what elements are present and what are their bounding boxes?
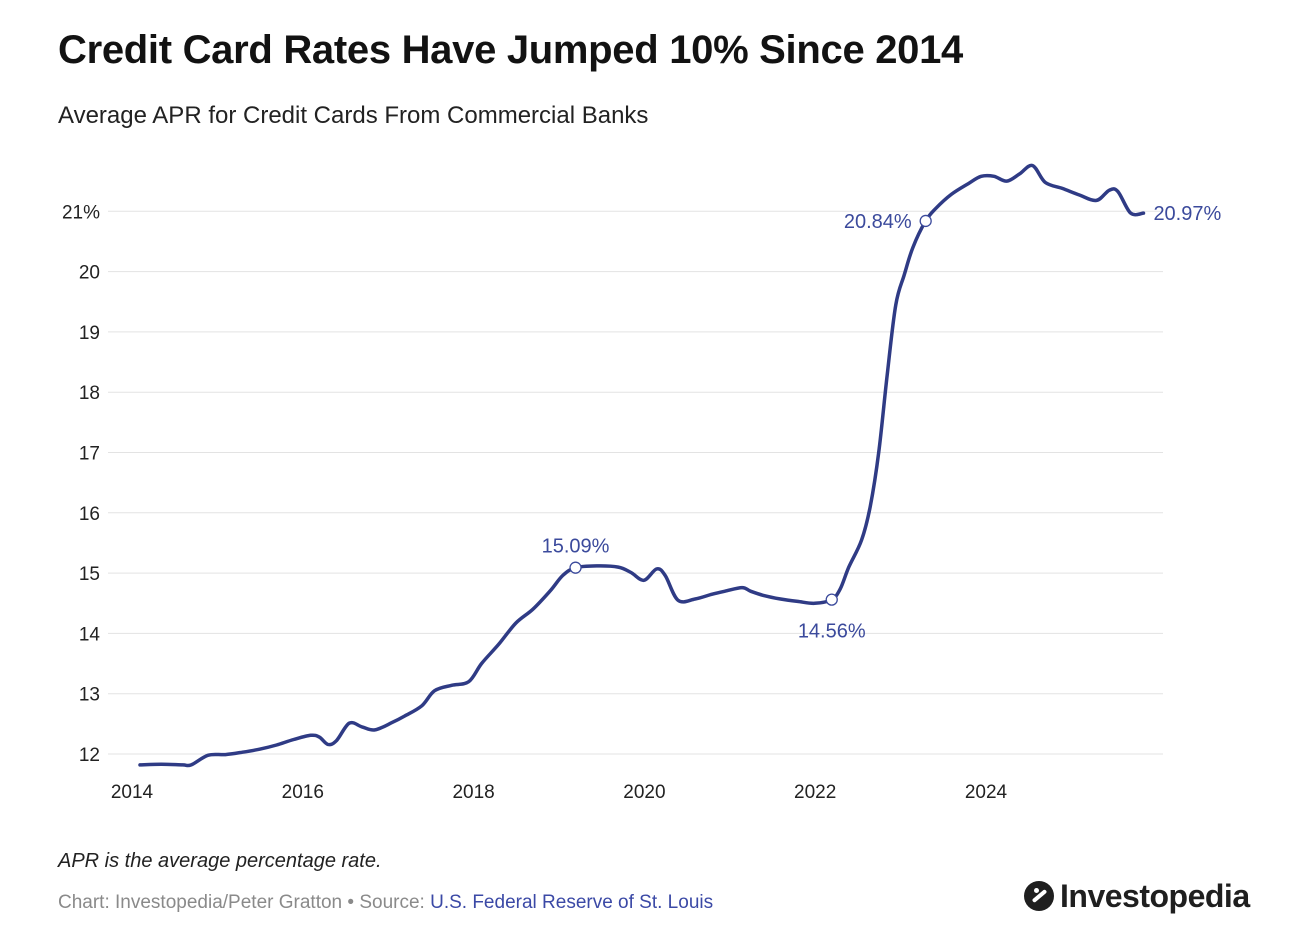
y-axis-tick-labels: 12 13 14 15 16 17 18 19 20 21% — [62, 202, 100, 766]
chart-credit: Chart: Investopedia/Peter Gratton — [58, 892, 343, 913]
apr-series-line — [138, 163, 1146, 768]
y-tick-label: 18 — [79, 383, 100, 404]
x-tick-label: 2020 — [623, 782, 665, 803]
series-layer — [138, 163, 1146, 768]
brand-name: Investopedia — [1060, 877, 1250, 914]
credit-separator: • — [347, 892, 355, 913]
y-tick-label: 16 — [79, 504, 100, 525]
y-tick-label: 15 — [79, 564, 100, 585]
y-tick-label: 14 — [79, 624, 101, 645]
annotation-label: 14.56% — [798, 621, 866, 643]
annotation-marker — [919, 214, 932, 228]
y-tick-label: 21% — [62, 202, 100, 223]
investopedia-logo: Investopedia — [1024, 876, 1250, 916]
annotations-layer: 15.09% 14.56% 20.84% 20.97% — [542, 203, 1222, 643]
chart-subtitle: Average APR for Credit Cards From Commer… — [58, 102, 649, 129]
investopedia-logo-icon — [1024, 881, 1054, 911]
source-label: Source: — [359, 892, 425, 913]
y-tick-label: 13 — [79, 685, 100, 706]
y-tick-label: 19 — [79, 323, 100, 344]
annotation-label: 15.09% — [542, 536, 610, 558]
y-tick-label: 20 — [79, 263, 100, 284]
footnote: APR is the average percentage rate. — [58, 850, 382, 872]
annotation-marker — [569, 561, 582, 574]
y-tick-label: 12 — [79, 745, 100, 766]
x-tick-label: 2016 — [282, 782, 324, 803]
annotation-label: 20.97% — [1153, 203, 1221, 225]
y-tick-label: 17 — [79, 444, 100, 465]
chart-title: Credit Card Rates Have Jumped 10% Since … — [58, 28, 963, 72]
credits-line: Chart: Investopedia/Peter Gratton • Sour… — [58, 892, 713, 914]
x-tick-label: 2024 — [965, 782, 1008, 803]
annotation-label: 20.84% — [844, 211, 912, 233]
grid-lines — [108, 210, 1163, 755]
x-tick-label: 2018 — [452, 782, 494, 803]
x-tick-label: 2022 — [794, 782, 836, 803]
source-link[interactable]: U.S. Federal Reserve of St. Louis — [430, 892, 714, 913]
x-tick-label: 2014 — [111, 782, 154, 803]
annotation-marker — [825, 593, 838, 606]
x-axis-tick-labels: 2014 2016 2018 2020 2022 2024 — [111, 782, 1008, 803]
